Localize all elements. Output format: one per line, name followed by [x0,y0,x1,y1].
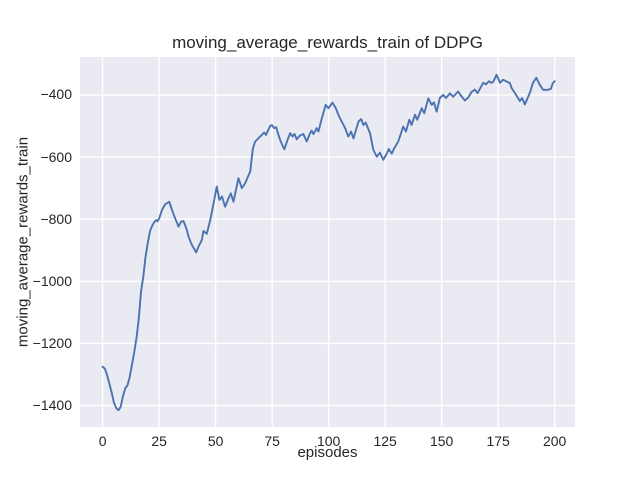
x-tick-label: 0 [98,433,107,449]
data-line [101,73,556,412]
y-tick-label: −1000 [32,272,72,289]
x-tick-label: 100 [316,433,341,449]
x-tick-label: 125 [373,433,397,449]
y-tick-label: −400 [40,86,72,103]
x-tick-label: 50 [207,433,224,449]
y-axis-label: moving_average_rewards_train [14,136,32,348]
x-tick-label: 175 [486,433,510,449]
y-tick-label: −600 [40,148,72,165]
y-tick-label: −1400 [32,397,72,414]
x-tick-label: 75 [264,433,280,449]
y-tick-label: −800 [40,210,72,227]
x-axis-label: episodes [297,444,358,461]
y-tick-label: −1200 [32,334,72,351]
plot-area [80,57,575,427]
x-tick-label: 200 [542,433,567,449]
x-tick-label: 150 [429,433,454,449]
x-tick-label: 25 [151,433,167,449]
line-chart-svg [80,57,575,427]
chart-title: moving_average_rewards_train of DDPG [172,33,483,52]
